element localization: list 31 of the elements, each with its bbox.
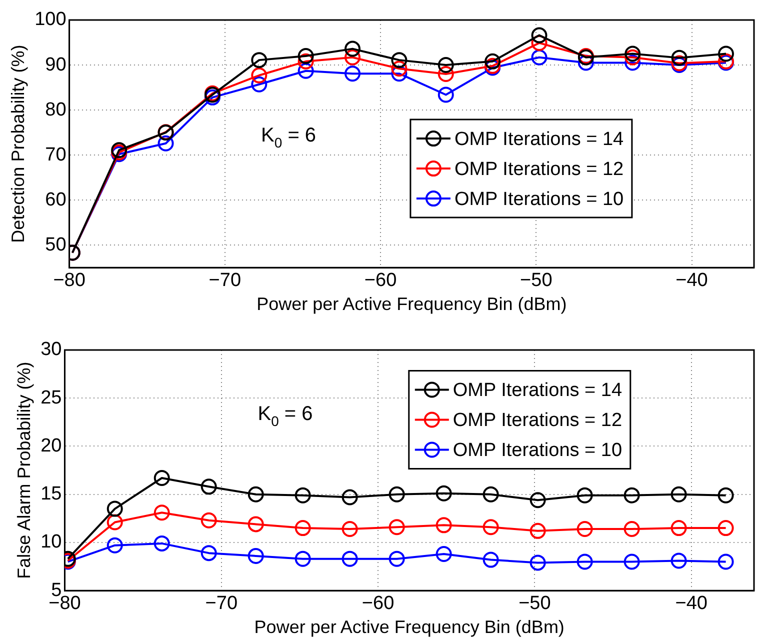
legend-label: OMP Iterations = 14 (452, 380, 622, 402)
y-tick-label: 10 (40, 532, 62, 553)
y-tick-label: 90 (45, 54, 66, 76)
x-tick-label: −40 (676, 270, 708, 292)
legend-label: OMP Iterations = 10 (454, 188, 624, 210)
x-tick-label: −60 (362, 593, 394, 614)
legend-label: OMP Iterations = 12 (452, 410, 622, 432)
x-axis-title: Power per Active Frequency Bin (dBm) (254, 617, 564, 638)
y-axis-title: Detection Probability (%) (8, 44, 28, 243)
x-tick-label: −60 (364, 270, 397, 292)
y-tick-label: 15 (40, 484, 62, 505)
legend-label: OMP Iterations = 14 (454, 128, 624, 150)
y-tick-label: 25 (40, 387, 62, 408)
x-axis-title: Power per Active Frequency Bin (dBm) (256, 294, 567, 314)
y-tick-label: 60 (45, 189, 66, 210)
x-tick-label: −50 (520, 270, 552, 292)
y-tick-label: 100 (34, 9, 66, 30)
y-tick-label: 80 (45, 99, 66, 120)
x-tick-label: −70 (205, 593, 238, 614)
y-axis-title: False Alarm Probability (%) (14, 362, 34, 579)
x-tick-label: −80 (53, 270, 86, 292)
y-tick-label: 30 (40, 339, 62, 360)
legend-label: OMP Iterations = 10 (452, 440, 622, 462)
legend-label: OMP Iterations = 12 (454, 158, 624, 180)
y-tick-label: 5 (51, 580, 62, 601)
y-tick-label: 20 (40, 435, 62, 456)
x-tick-label: −40 (675, 593, 708, 614)
y-tick-label: 70 (45, 144, 66, 166)
y-tick-label: 50 (45, 234, 66, 256)
x-tick-label: −70 (208, 270, 242, 292)
x-tick-label: −50 (518, 593, 551, 614)
